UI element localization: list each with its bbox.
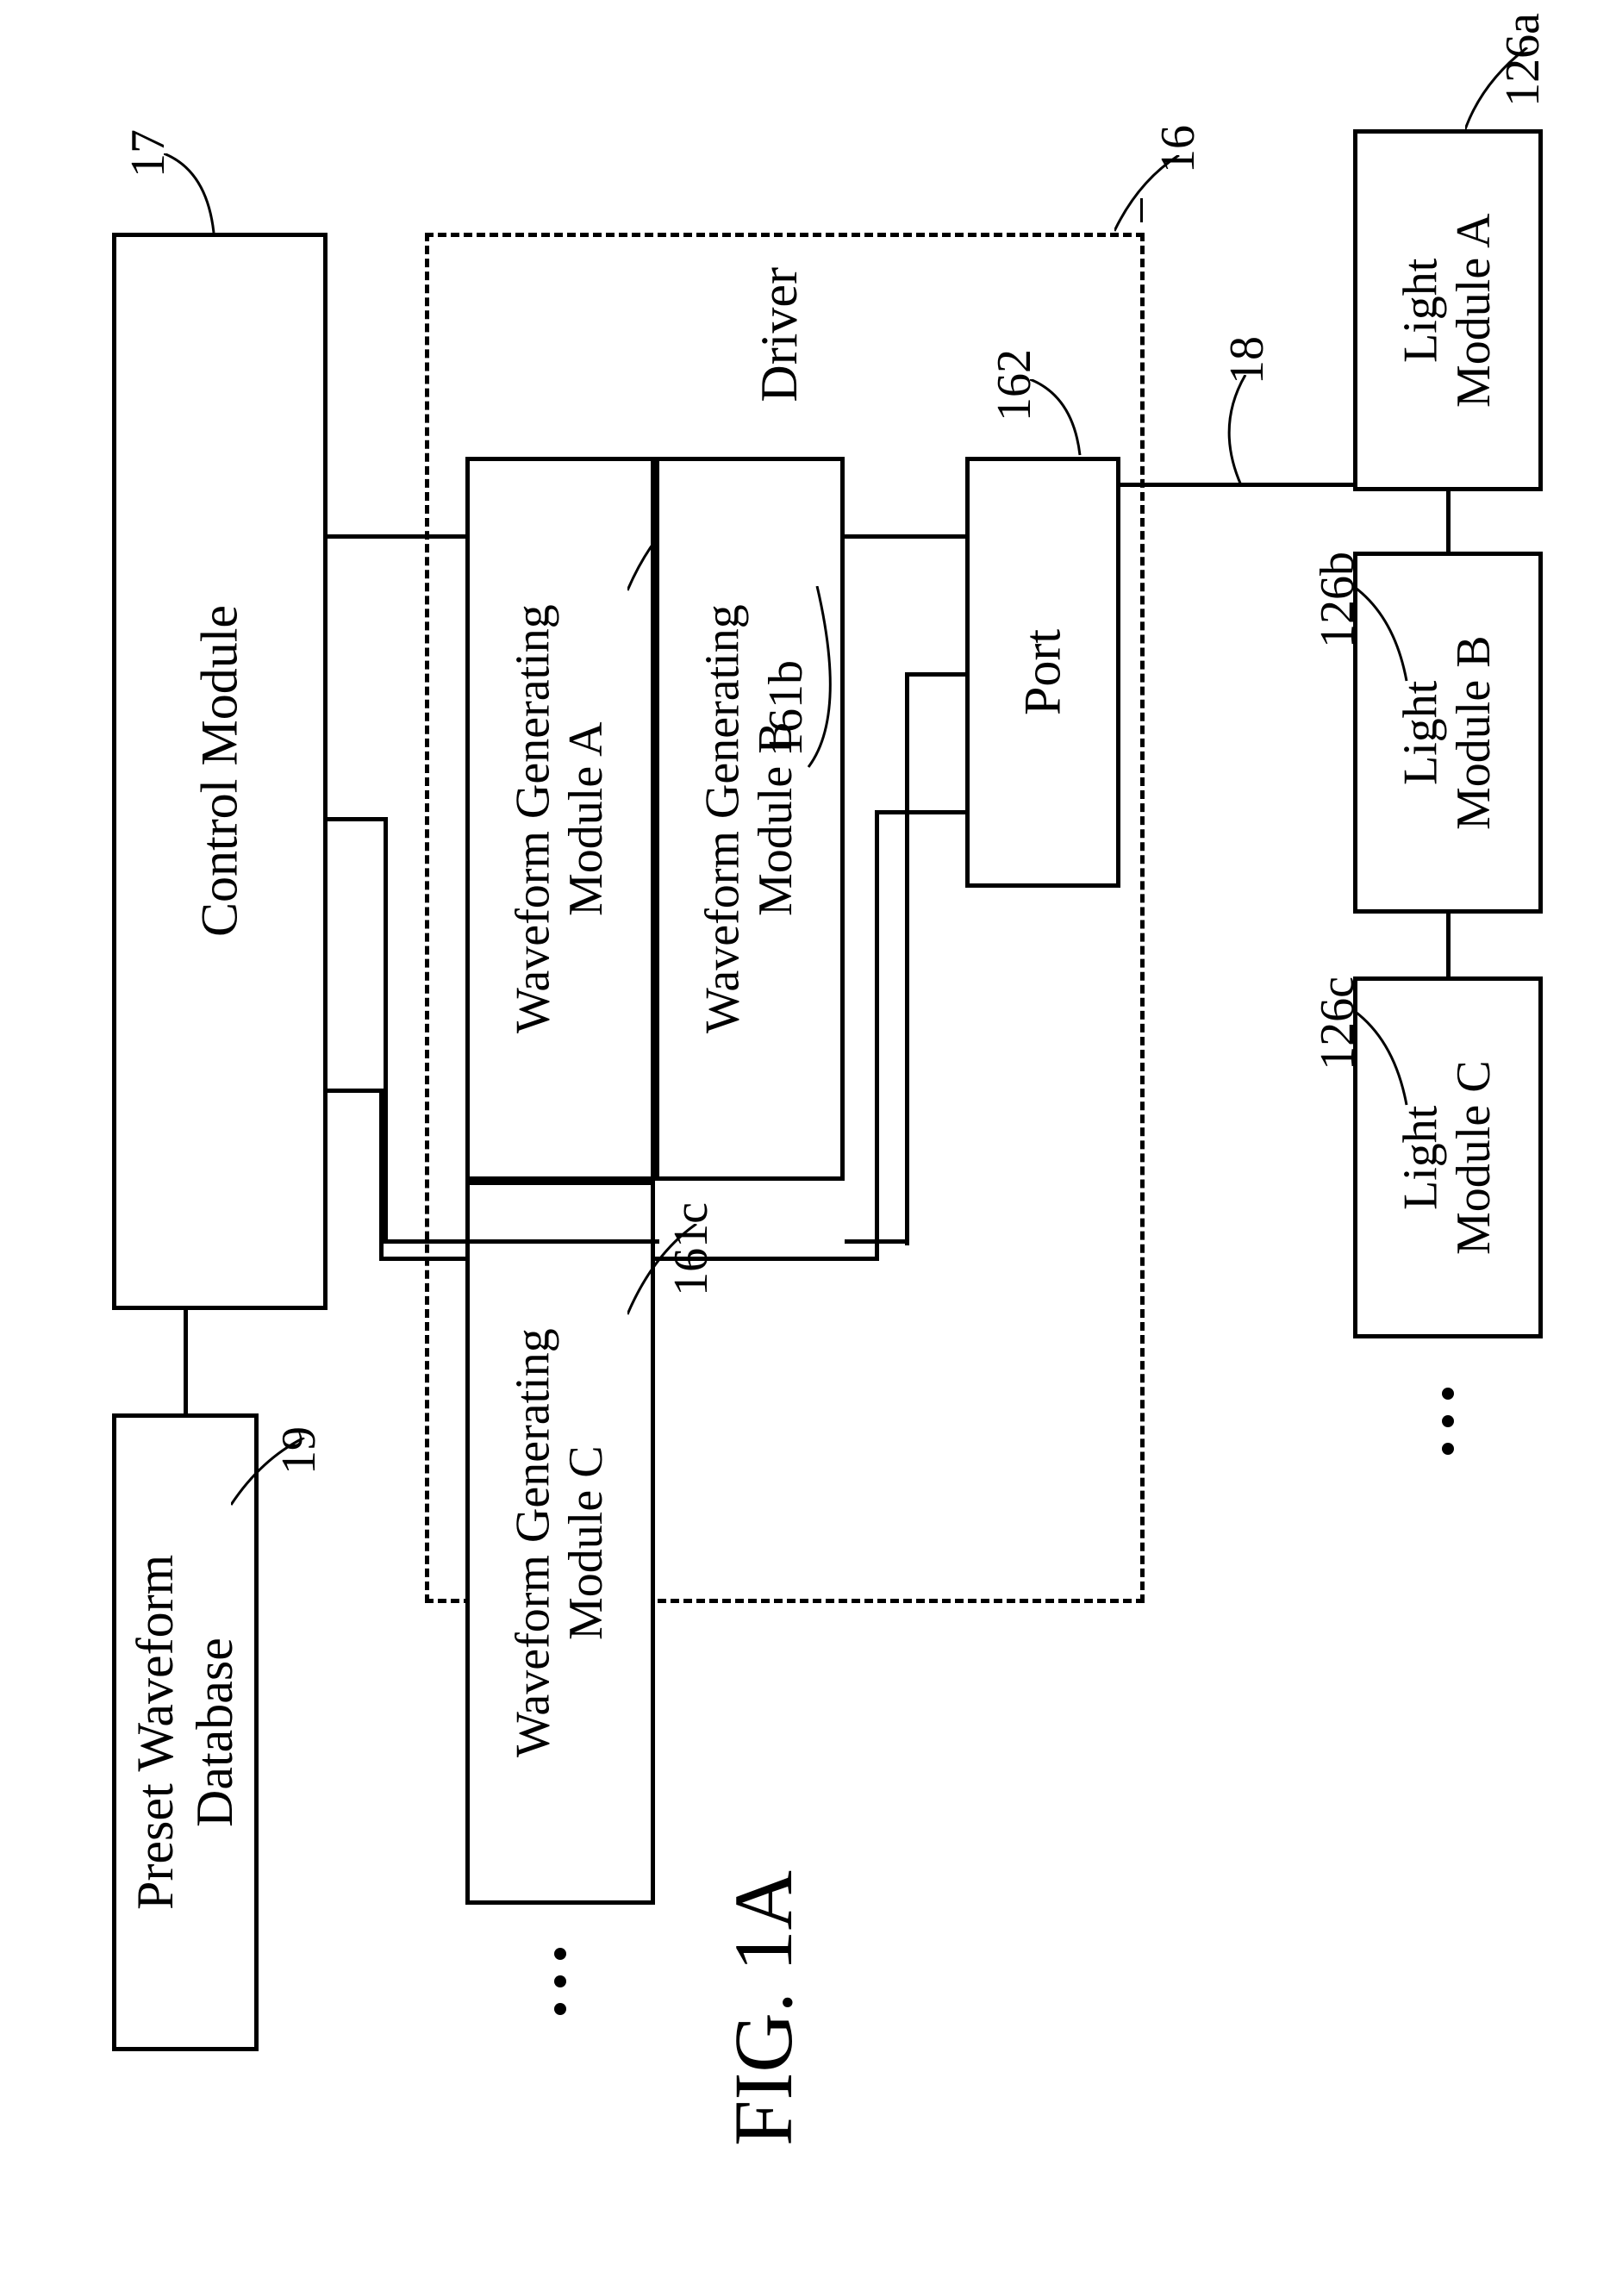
leader-126c	[1353, 1010, 1413, 1109]
wg-a-label: Waveform Generating Module A	[507, 604, 613, 1033]
conn-wgc-port-h2	[875, 810, 970, 814]
leader-161c	[627, 1224, 701, 1319]
leader-161b	[804, 586, 852, 771]
wg-ellipsis	[554, 1948, 566, 2015]
control-module-block: Control Module	[112, 233, 328, 1310]
lm-a-label: Light Module A	[1395, 213, 1501, 408]
wg-a-block: Waveform Generating Module A	[465, 457, 655, 1181]
conn-wgb-port-v	[905, 672, 909, 1245]
driver-label: Driver	[750, 267, 809, 402]
conn-wgb-port-h	[905, 672, 970, 677]
lm-ellipsis	[1442, 1388, 1454, 1455]
wg-c-label: Waveform Generating Module C	[507, 1328, 613, 1757]
leader-18	[1220, 375, 1271, 487]
dot	[554, 2003, 566, 2015]
preset-db-label: Preset Waveform Database	[126, 1555, 245, 1910]
dot	[1442, 1415, 1454, 1427]
diagram-canvas: Control Module 17 Preset Waveform Databa…	[0, 0, 1616, 2296]
figure-label: FIG. 1A	[715, 1870, 811, 2146]
conn-cm-wga	[328, 534, 465, 539]
wg-b-block: Waveform Generating Module B	[655, 457, 845, 1181]
leader-126b	[1353, 586, 1413, 685]
conn-cm-wgc-h	[328, 1089, 384, 1093]
port-label: Port	[1014, 629, 1073, 715]
leader-19	[231, 1438, 309, 1511]
conn-cm-wgc-h2	[379, 1257, 465, 1261]
dot	[1442, 1388, 1454, 1400]
conn-cm-wgc-v	[379, 1089, 384, 1261]
wg-c-block: Waveform Generating Module C	[465, 1181, 655, 1905]
lm-a-block: Light Module A	[1353, 129, 1543, 491]
conn-cm-wgb-h	[328, 817, 388, 821]
conn-control-presetdb	[184, 1310, 188, 1413]
leader-126a	[1465, 47, 1534, 134]
conn-lma-lmb	[1446, 491, 1451, 552]
conn-cm-wgb-h2	[384, 1239, 659, 1244]
leader-162	[1030, 379, 1090, 461]
conn-cm-wgb-v	[384, 817, 388, 1244]
dot	[554, 1975, 566, 1987]
dot	[1442, 1443, 1454, 1455]
conn-wgc-port-v	[875, 810, 879, 1261]
leader-16	[1114, 155, 1183, 237]
conn-lmb-lmc	[1446, 914, 1451, 976]
port-block: Port	[965, 457, 1120, 888]
leader-17	[164, 153, 224, 235]
dash-accent-16	[1140, 198, 1143, 222]
conn-wga-port	[845, 534, 965, 539]
conn-wgc-port-h	[655, 1257, 879, 1261]
dot	[554, 1948, 566, 1960]
control-module-label: Control Module	[190, 606, 250, 938]
